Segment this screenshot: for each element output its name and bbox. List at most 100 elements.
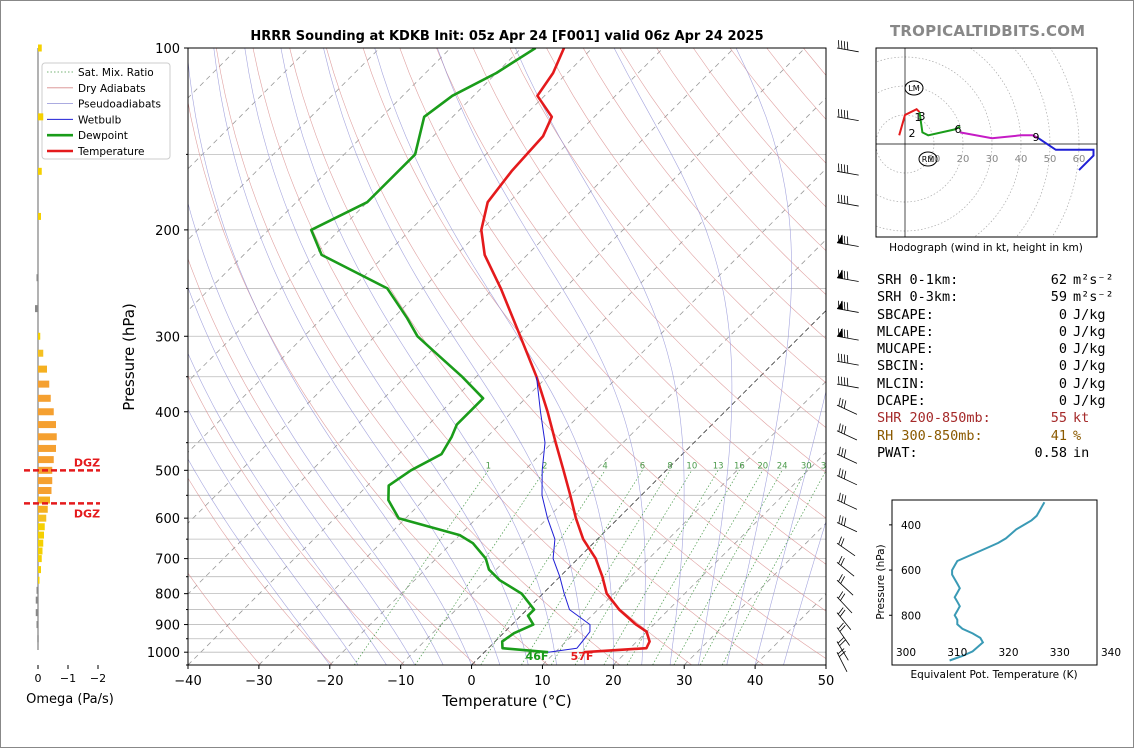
mix-ratio-label: 36: [821, 461, 832, 471]
isotherm: [188, 48, 806, 665]
mix-ratio-line: [480, 470, 606, 665]
stat-row: SRH 0-3km: 59 m²s⁻²: [877, 289, 1114, 306]
pseudoadiabat: [613, 48, 733, 665]
stat-unit: in: [1073, 444, 1090, 461]
x-tick-label: 0: [467, 674, 475, 689]
barb-flag: [841, 469, 844, 478]
stat-row: RH 300-850mb: 41%: [877, 428, 1114, 445]
theta-e-trace: [949, 501, 1046, 662]
wind-barb: [836, 234, 859, 247]
hodo-segment: [918, 111, 961, 137]
pseudoadiabat: [188, 352, 387, 665]
barb-flag: [840, 538, 845, 547]
stat-label: PWAT:: [877, 444, 918, 461]
barb-flag: [837, 40, 840, 49]
omega-bar: [38, 394, 51, 402]
barb-shaft: [836, 652, 848, 672]
barb-flag: [846, 164, 849, 174]
omega-bar: [38, 555, 42, 563]
barb-flag: [841, 424, 844, 433]
barb-flag: [840, 557, 845, 566]
barb-flag: [843, 109, 846, 119]
wind-barb: [836, 300, 859, 313]
wind-barb: [836, 423, 858, 441]
barb-flag: [837, 648, 845, 655]
barb-flag: [843, 517, 847, 526]
barb-flag: [837, 194, 840, 203]
mix-ratio-line: [673, 470, 783, 665]
y-tick-label: 400: [155, 406, 180, 421]
dry-adiabat: [546, 48, 826, 384]
wind-barb: [836, 536, 856, 557]
pseudoadiabat: [188, 408, 359, 665]
stat-row: SRH 0-1km: 62 m²s⁻²: [877, 272, 1114, 289]
stat-row: MLCIN: 0 J/kg: [877, 376, 1114, 393]
barb-flag: [838, 574, 843, 582]
stat-value: 55: [1050, 410, 1067, 427]
mix-ratio-label: 4: [602, 461, 607, 471]
hodo-ring-label: 30: [986, 154, 999, 165]
barb-flag: [837, 353, 840, 362]
barb-flag: [843, 195, 846, 204]
x-tick-label: −30: [245, 674, 272, 689]
mix-ratio-line: [354, 470, 489, 665]
barb-shaft: [836, 430, 858, 441]
omega-bar: [36, 274, 38, 282]
barb-flag: [843, 449, 847, 458]
wind-barb: [836, 468, 858, 486]
omega-bar: [38, 531, 44, 539]
pseudoadiabat: [244, 48, 529, 665]
stat-value: 59: [1050, 289, 1067, 306]
legend-label: Sat. Mix. Ratio: [78, 67, 154, 79]
barb-flag: [837, 607, 844, 615]
stat-unit: kt: [1073, 410, 1090, 427]
barb-flag: [846, 195, 849, 205]
stat-label: SRH 0-1km:: [877, 272, 959, 288]
barb-flag: [843, 425, 847, 435]
dry-adiabat: [289, 48, 764, 665]
mix-ratio-line: [603, 470, 719, 665]
omega-bar: [38, 523, 45, 531]
dgz-label: DGZ: [74, 507, 100, 520]
stat-row: SBCIN: 0 J/kg: [877, 358, 1114, 375]
dry-adiabat: [188, 257, 477, 665]
barb-pennant: [837, 234, 843, 244]
dry-adiabat: [252, 48, 692, 665]
barb-flag: [838, 515, 841, 524]
omega-tick-label: −2: [90, 672, 106, 685]
stat-value: 0: [1058, 306, 1067, 323]
stat-row: SHR 200-850mb: 55 kt: [877, 410, 1114, 427]
barb-flag: [837, 163, 840, 172]
mix-ratio-label: 6: [640, 461, 645, 471]
x-tick-label: 30: [676, 674, 693, 689]
pseudoadiabat: [188, 458, 331, 665]
wind-barb: [836, 607, 852, 630]
omega-bar: [38, 408, 54, 416]
x-axis-label: Temperature (°C): [441, 692, 571, 710]
isotherm: [683, 522, 826, 665]
pseudoadiabat: [188, 286, 416, 665]
stat-row: SBCAPE: 0 J/kg: [877, 307, 1114, 324]
stat-row: DCAPE: 0 J/kg: [877, 393, 1114, 410]
wind-barbs: [836, 40, 859, 672]
pseudoadiabat: [754, 390, 826, 665]
barb-shaft: [836, 475, 858, 486]
omega-bar: [38, 365, 47, 373]
omega-bar: [38, 456, 54, 464]
mix-ratio-label: 10: [686, 461, 697, 471]
omega-bar: [38, 380, 50, 388]
barb-flag: [846, 354, 849, 364]
wind-barb: [836, 637, 849, 661]
barb-flag: [841, 516, 844, 525]
mix-ratio-label: 24: [777, 461, 788, 471]
omega-bar: [38, 487, 52, 495]
barb-flag: [837, 108, 840, 118]
barb-flag: [843, 41, 846, 50]
stat-value: 0.58: [1034, 444, 1067, 461]
stat-value: 0: [1058, 341, 1067, 358]
omega-bar: [38, 167, 42, 175]
isotherm: [471, 309, 826, 665]
legend: Sat. Mix. Ratio Dry Adiabats Pseudoadiabat…: [41, 62, 171, 160]
barb-pennant: [837, 300, 843, 310]
isotherm: [188, 48, 593, 453]
